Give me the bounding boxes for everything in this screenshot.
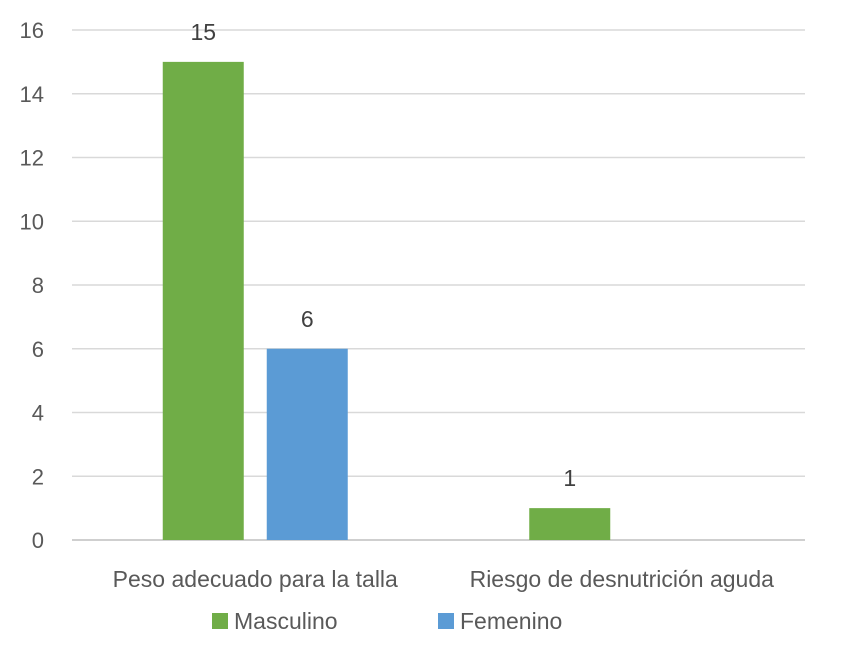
y-tick-label: 4 — [32, 401, 44, 426]
y-axis-tick-labels: 0 2 4 6 8 10 12 14 16 — [20, 18, 44, 553]
legend-swatch-masculino — [212, 613, 228, 629]
legend-swatch-femenino — [438, 613, 454, 629]
data-label-masculino-2: 1 — [563, 465, 576, 491]
legend-label-masculino: Masculino — [234, 608, 338, 634]
data-label-masculino-1: 15 — [190, 19, 216, 45]
legend: Masculino Femenino — [212, 608, 562, 634]
y-tick-label: 8 — [32, 273, 44, 298]
y-tick-label: 10 — [20, 209, 44, 234]
data-label-femenino-1: 6 — [301, 306, 314, 332]
y-tick-label: 0 — [32, 528, 44, 553]
y-tick-label: 6 — [32, 337, 44, 362]
bar-masculino-1 — [162, 61, 244, 540]
y-tick-label: 2 — [32, 464, 44, 489]
bars — [162, 61, 611, 540]
y-tick-label: 12 — [20, 146, 44, 171]
legend-label-femenino: Femenino — [460, 608, 562, 634]
category-label-2: Riesgo de desnutrición aguda — [470, 566, 775, 592]
y-tick-label: 16 — [20, 18, 44, 43]
y-tick-label: 14 — [20, 82, 44, 107]
category-labels: Peso adecuado para la talla Riesgo de des… — [113, 566, 774, 592]
bar-femenino-1 — [266, 348, 348, 540]
category-label-1: Peso adecuado para la talla — [113, 566, 398, 592]
bar-masculino-2 — [529, 508, 611, 540]
